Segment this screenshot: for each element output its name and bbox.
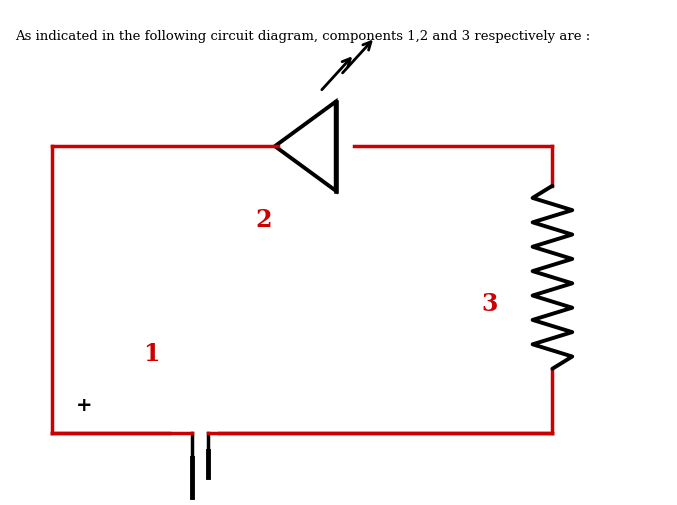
Text: 1: 1 <box>144 342 160 366</box>
Text: 2: 2 <box>256 209 272 232</box>
Text: 3: 3 <box>481 292 498 317</box>
Text: As indicated in the following circuit diagram, components 1,2 and 3 respectively: As indicated in the following circuit di… <box>16 30 590 43</box>
Text: +: + <box>76 396 92 415</box>
